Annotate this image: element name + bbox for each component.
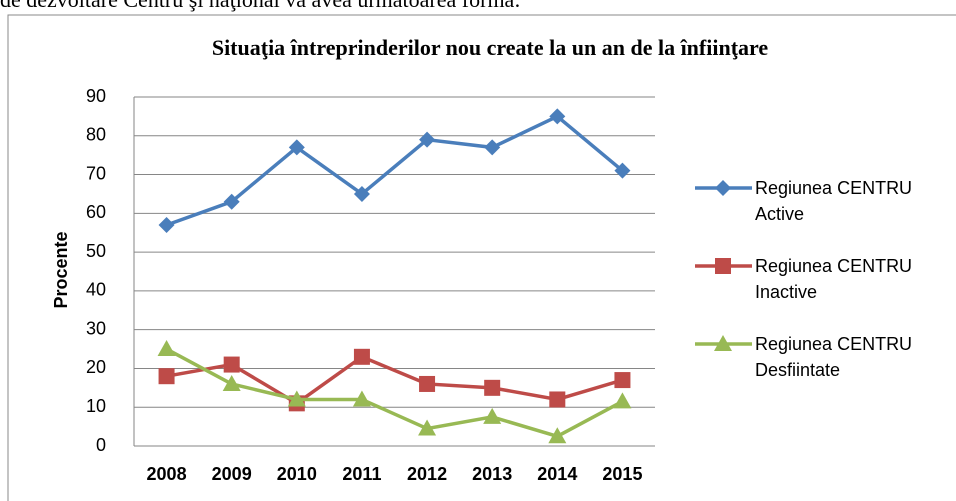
series-line	[166, 354, 623, 406]
x-tick-label: 2015	[602, 464, 642, 484]
marker	[715, 258, 731, 274]
y-tick-label: 50	[86, 241, 106, 261]
marker	[484, 139, 501, 156]
x-tick-label: 2010	[277, 464, 317, 484]
marker	[158, 216, 175, 233]
legend-label: Regiunea CENTRU Desfiintate	[755, 334, 913, 380]
y-tick-label: 30	[86, 318, 106, 338]
y-tick-label: 0	[96, 435, 106, 455]
marker	[223, 356, 240, 373]
marker	[287, 390, 306, 407]
marker	[549, 108, 566, 125]
marker	[614, 372, 631, 389]
series-line	[165, 347, 624, 439]
legend-label: Regiunea CENTRU Active	[755, 178, 913, 224]
y-tick-label: 60	[86, 202, 106, 222]
marker	[715, 180, 731, 196]
intro-text: de dezvoltare Centru şi naţional va avea…	[0, 0, 520, 13]
marker	[549, 391, 566, 408]
marker	[419, 131, 436, 148]
marker	[353, 348, 370, 365]
marker	[352, 390, 371, 407]
marker	[484, 379, 501, 396]
y-tick-label: 90	[86, 86, 106, 106]
y-tick-label: 70	[86, 163, 106, 183]
marker	[483, 407, 502, 424]
marker	[614, 162, 631, 179]
marker	[418, 419, 437, 436]
marker	[353, 185, 370, 202]
x-tick-label: 2012	[407, 464, 447, 484]
marker	[223, 193, 240, 210]
chart-title: Situaţia întreprinderilor nou create la …	[212, 35, 769, 60]
marker	[548, 427, 567, 444]
marker	[157, 340, 176, 357]
marker	[419, 375, 436, 392]
x-tick-label: 2014	[537, 464, 577, 484]
y-tick-label: 20	[86, 357, 106, 377]
x-tick-label: 2008	[147, 464, 187, 484]
series-line	[165, 114, 624, 227]
x-tick-label: 2009	[212, 464, 252, 484]
marker	[714, 335, 732, 351]
y-tick-label: 40	[86, 280, 106, 300]
marker	[222, 374, 241, 391]
x-tick-label: 2013	[472, 464, 512, 484]
marker	[288, 139, 305, 156]
y-axis-label: Procente	[51, 231, 71, 308]
x-tick-label: 2011	[342, 464, 381, 484]
marker	[613, 392, 632, 409]
legend-label: Regiunea CENTRU Inactive	[755, 256, 913, 302]
y-tick-label: 10	[86, 396, 106, 416]
marker	[158, 368, 175, 385]
y-tick-label: 80	[86, 125, 106, 145]
